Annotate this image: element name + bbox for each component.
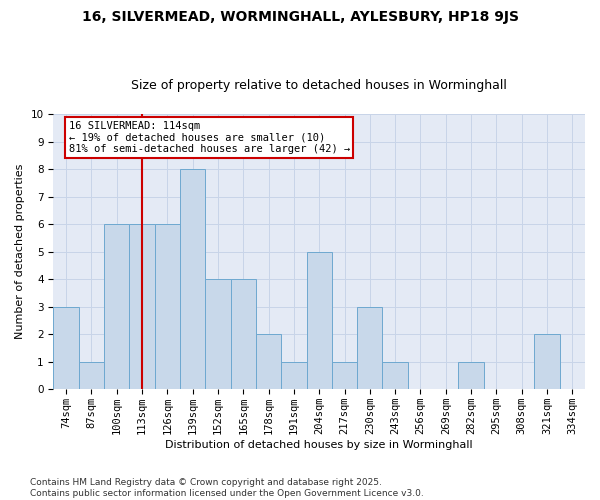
Bar	[205, 279, 230, 390]
Bar	[535, 334, 560, 390]
Bar	[382, 362, 408, 390]
Bar	[155, 224, 180, 390]
Bar	[256, 334, 281, 390]
Text: 16, SILVERMEAD, WORMINGHALL, AYLESBURY, HP18 9JS: 16, SILVERMEAD, WORMINGHALL, AYLESBURY, …	[82, 10, 518, 24]
Y-axis label: Number of detached properties: Number of detached properties	[15, 164, 25, 340]
Bar	[180, 169, 205, 390]
Bar	[332, 362, 357, 390]
Bar	[79, 362, 104, 390]
X-axis label: Distribution of detached houses by size in Worminghall: Distribution of detached houses by size …	[166, 440, 473, 450]
Title: Size of property relative to detached houses in Worminghall: Size of property relative to detached ho…	[131, 79, 507, 92]
Bar	[53, 306, 79, 390]
Bar	[357, 306, 382, 390]
Bar	[307, 252, 332, 390]
Bar	[130, 224, 155, 390]
Text: 16 SILVERMEAD: 114sqm
← 19% of detached houses are smaller (10)
81% of semi-deta: 16 SILVERMEAD: 114sqm ← 19% of detached …	[68, 121, 350, 154]
Bar	[458, 362, 484, 390]
Text: Contains HM Land Registry data © Crown copyright and database right 2025.
Contai: Contains HM Land Registry data © Crown c…	[30, 478, 424, 498]
Bar	[230, 279, 256, 390]
Bar	[104, 224, 130, 390]
Bar	[281, 362, 307, 390]
